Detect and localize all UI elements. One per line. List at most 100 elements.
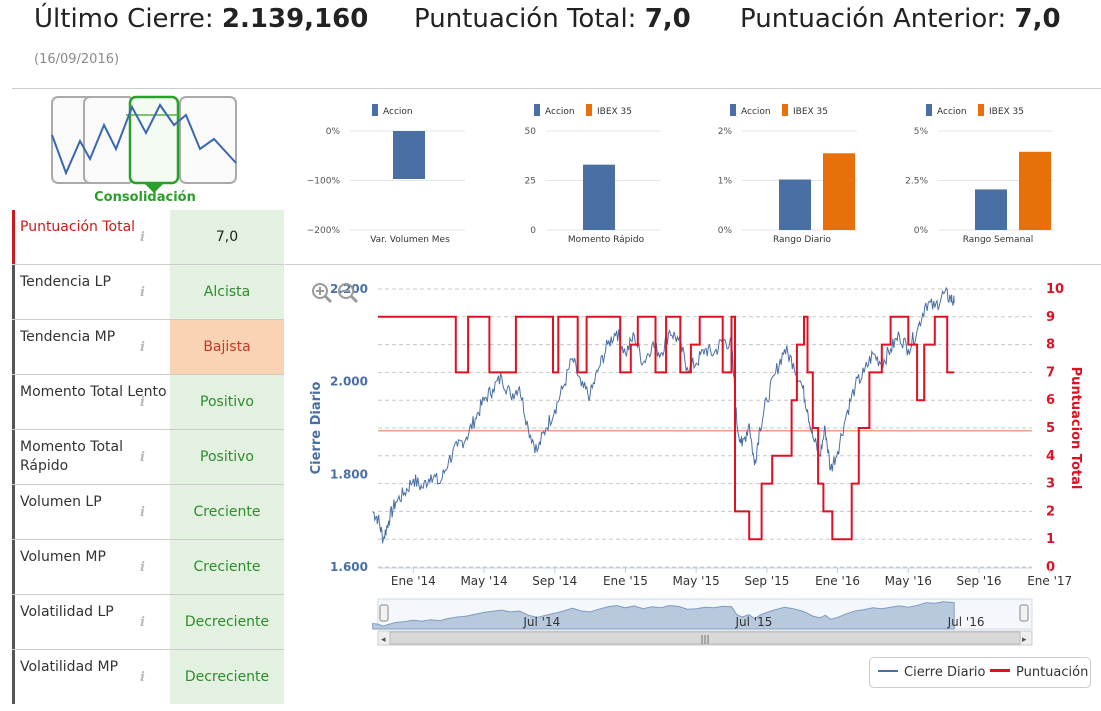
horizontal-scrollbar[interactable]: ||| ◂ ▸: [377, 630, 1033, 646]
legend-swatch: [730, 104, 736, 116]
last-close-value: 2.139,160: [221, 4, 369, 34]
info-icon[interactable]: i: [140, 230, 145, 245]
indicator-label: Volatilidad MP: [12, 650, 168, 704]
indicator-row-volatilidad-lp: Volatilidad LP i Decreciente: [12, 595, 284, 650]
right-tick-label: 8: [1046, 338, 1055, 353]
y-tick-label: −200%: [307, 226, 341, 236]
navigator-label: Jul '15: [735, 615, 773, 629]
indicator-row-momento-rapido: Momento Total Rápido i Positivo: [12, 430, 284, 485]
right-tick-label: 7: [1046, 365, 1055, 380]
navigator-handle[interactable]: [1019, 604, 1029, 622]
close-date: (16/09/2016): [34, 52, 120, 67]
x-tick-label: Ene '14: [391, 574, 436, 588]
indicator-value: Decreciente: [170, 650, 284, 704]
right-tick-label: 9: [1046, 310, 1055, 325]
legend-item-cierre[interactable]: Cierre Diario: [878, 665, 986, 680]
mini-chart-rango-diario: 2% 1% 0% Accion IBEX 35 Rango Diario: [682, 95, 878, 255]
y-tick-label: 0%: [914, 226, 929, 236]
legend-swatch: [782, 104, 788, 116]
phase-label: Consolidación: [94, 190, 196, 205]
scrollbar-grip: |||: [700, 635, 709, 645]
previous-score-label: Puntuación Anterior:: [740, 4, 1007, 34]
mini-charts: 0% −100% −200% Accion Var. Volumen Mes 50 25 0…: [290, 95, 1090, 255]
info-icon[interactable]: i: [140, 450, 145, 465]
info-icon[interactable]: i: [140, 670, 145, 685]
x-tick-label: Sep '14: [532, 574, 577, 588]
legend-label: IBEX 35: [597, 107, 632, 117]
indicator-label: Tendencia MP: [12, 320, 168, 374]
total-score-label: Puntuación Total:: [414, 4, 637, 34]
scrollbar-thumb: [389, 631, 1021, 645]
legend-swatch: [586, 104, 592, 116]
indicator-row-tendencia-mp: Tendencia MP i Bajista: [12, 320, 284, 375]
section-divider: [285, 264, 1101, 265]
indicator-row-total: Puntuación Total i 7,0: [12, 210, 284, 265]
navigator-handle[interactable]: [379, 604, 389, 622]
legend-swatch: [990, 669, 1010, 672]
bar: [823, 153, 855, 230]
chart-title: Var. Volumen Mes: [370, 235, 450, 245]
legend-label: Accion: [545, 107, 575, 117]
indicator-label: Momento Total Rápido: [12, 430, 168, 484]
mini-chart-momento: 50 25 0 Accion IBEX 35 Momento Rápido: [486, 95, 682, 255]
indicator-value: Alcista: [170, 265, 284, 319]
bar: [779, 179, 811, 230]
y-tick-label: 1%: [718, 177, 733, 187]
chart-title: Rango Diario: [773, 235, 832, 245]
right-tick-label: 3: [1046, 477, 1055, 492]
summary-header: Último Cierre: 2.139,160 Puntuación Tota…: [0, 0, 1101, 88]
indicator-value: Creciente: [170, 485, 284, 539]
legend-label: IBEX 35: [989, 107, 1024, 117]
indicator-label: Momento Total Lento: [12, 375, 168, 429]
info-icon[interactable]: i: [140, 560, 145, 575]
x-tick-label: Sep '15: [744, 574, 789, 588]
right-tick-label: 2: [1046, 504, 1055, 519]
info-icon[interactable]: i: [140, 505, 145, 520]
indicator-label: Puntuación Total: [12, 210, 168, 264]
close-series-line: [372, 286, 955, 544]
main-chart[interactable]: 10 9 8 7 6 5 4 3 2 1 0 2.200 2.000 1.800 1.600 Cierre D…: [290, 265, 1101, 706]
chart-title: Momento Rápido: [568, 235, 645, 245]
right-tick-label: 1: [1046, 532, 1055, 547]
previous-score-stat: Puntuación Anterior: 7,0: [740, 4, 1061, 34]
left-tick-label: 2.000: [330, 375, 368, 389]
zoom-in-icon[interactable]: [312, 283, 333, 304]
x-tick-label: May '16: [885, 574, 932, 588]
indicator-value: Decreciente: [170, 595, 284, 649]
indicator-row-volatilidad-mp: Volatilidad MP i Decreciente: [12, 650, 284, 704]
right-tick-label: 4: [1046, 449, 1055, 464]
legend-label: Accion: [741, 107, 771, 117]
total-score-stat: Puntuación Total: 7,0: [414, 4, 691, 34]
navigator-area: [372, 601, 955, 630]
info-icon[interactable]: i: [140, 340, 145, 355]
scroll-right-arrow: ▸: [1022, 635, 1027, 645]
previous-score-value: 7,0: [1014, 4, 1061, 34]
navigator-label: Jul '16: [947, 615, 985, 629]
legend-label: Accion: [383, 107, 413, 117]
left-axis-title: Cierre Diario: [309, 382, 324, 475]
y-tick-label: 2%: [718, 127, 733, 137]
x-tick-label: May '14: [460, 574, 507, 588]
legend-item-puntuacion[interactable]: Puntuación: [990, 665, 1088, 680]
right-axis-title: Puntuacion Total: [1068, 367, 1083, 490]
header-divider: [12, 88, 1101, 89]
y-tick-label: 50: [525, 127, 537, 137]
navigator-label: Jul '14: [522, 615, 560, 629]
legend-swatch: [926, 104, 932, 116]
info-icon[interactable]: i: [140, 615, 145, 630]
range-navigator[interactable]: Jul '14 Jul '15 Jul '16: [372, 598, 1033, 630]
legend-swatch: [372, 104, 378, 116]
y-tick-label: 0: [530, 226, 536, 236]
legend-swatch: [878, 669, 898, 672]
info-icon[interactable]: i: [140, 395, 145, 410]
indicator-label: Volumen MP: [12, 540, 168, 594]
info-icon[interactable]: i: [140, 285, 145, 300]
indicator-value: Positivo: [170, 375, 284, 429]
indicator-value: Positivo: [170, 430, 284, 484]
indicator-value: 7,0: [170, 210, 284, 264]
chart-legend: Cierre Diario Puntuación: [869, 657, 1091, 688]
x-tick-label: Ene '17: [1027, 574, 1072, 588]
zoom-out-icon[interactable]: [338, 283, 359, 304]
y-tick-label: 2.5%: [905, 177, 928, 187]
bar: [393, 131, 425, 180]
